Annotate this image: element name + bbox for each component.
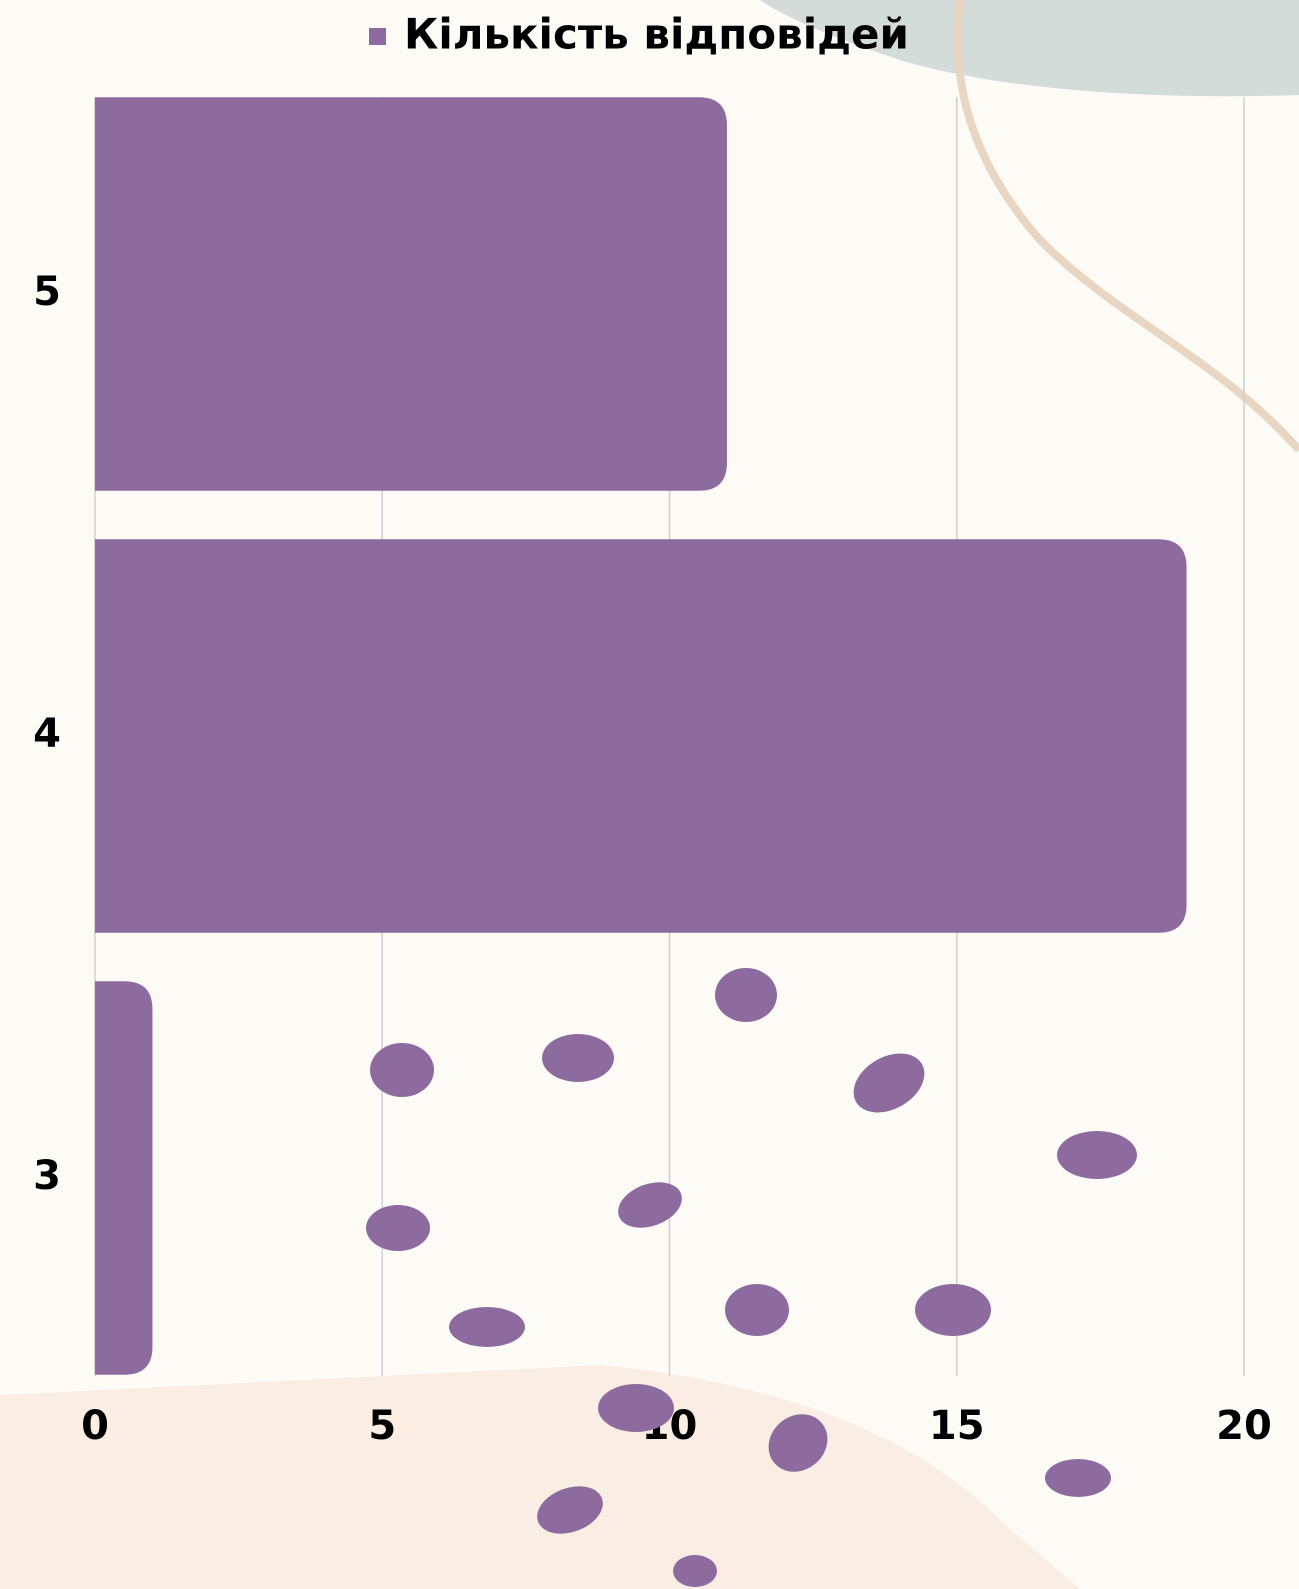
y-tick-label: 3 — [33, 1153, 61, 1199]
x-tick-label: 20 — [1216, 1403, 1272, 1449]
x-tick-label: 0 — [81, 1403, 109, 1449]
x-tick-label: 5 — [368, 1403, 396, 1449]
legend-swatch — [369, 28, 386, 45]
pebbles — [366, 968, 1137, 1587]
bar — [95, 539, 1187, 933]
x-tick-label: 15 — [929, 1403, 985, 1449]
bar — [95, 97, 727, 491]
legend-label: Кількість відповідей — [404, 10, 909, 59]
y-tick-label: 4 — [33, 711, 61, 757]
bar — [95, 981, 153, 1375]
y-tick-label: 5 — [33, 269, 61, 315]
